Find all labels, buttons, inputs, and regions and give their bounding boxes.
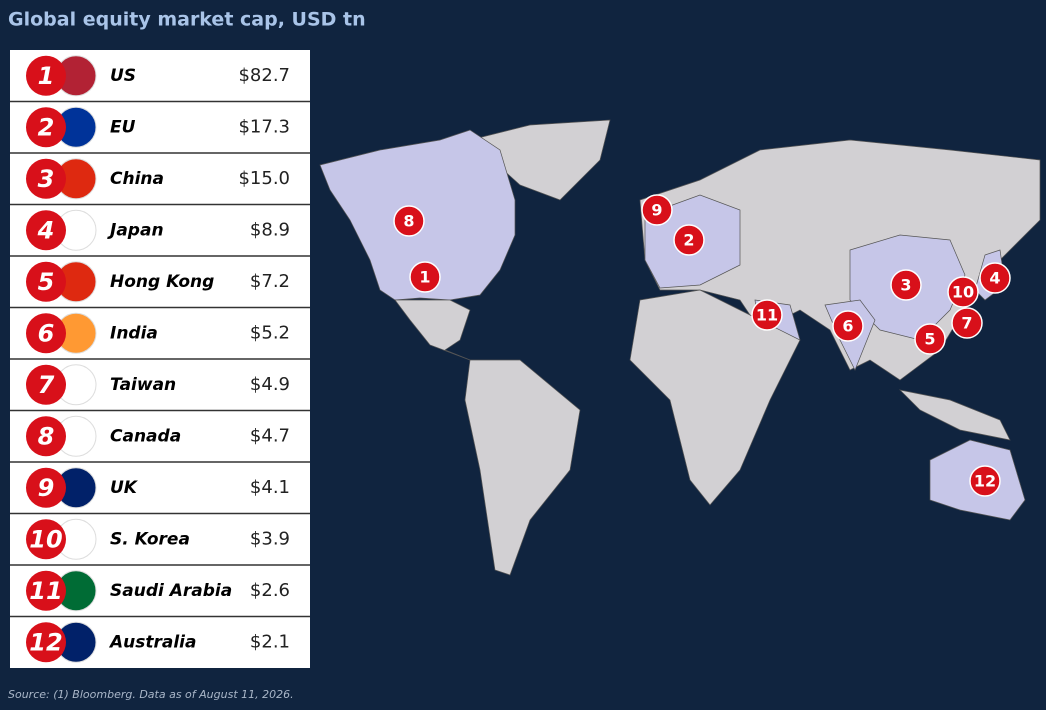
rank-number: 3	[38, 165, 55, 193]
map-marker-label: 2	[683, 231, 694, 250]
map-marker-label: 9	[651, 201, 662, 220]
rank-badge	[26, 467, 66, 508]
market-cap: $2.1	[250, 631, 290, 652]
greenland	[469, 119, 611, 201]
map-marker	[832, 310, 864, 342]
map-marker	[914, 323, 946, 355]
map-marker	[951, 307, 983, 339]
central-america	[394, 299, 471, 361]
country-name: China	[110, 169, 164, 189]
map-marker-label: 10	[952, 283, 974, 302]
market-cap: $8.9	[250, 219, 290, 240]
rank-badge	[26, 519, 66, 560]
market-cap: $2.6	[250, 580, 290, 601]
map-marker-label: 11	[756, 306, 778, 325]
rank-badge	[26, 416, 66, 457]
market-cap: $15.0	[238, 168, 290, 189]
map-marker	[979, 262, 1011, 294]
country-name: Hong Kong	[110, 272, 214, 292]
rank-badge	[26, 622, 66, 663]
country-name: UK	[110, 478, 139, 498]
country-name: US	[110, 66, 136, 86]
market-cap: $4.7	[250, 425, 290, 446]
rank-badge	[26, 55, 66, 96]
map-marker	[393, 205, 425, 237]
title: Global equity market cap, USD tn	[8, 9, 366, 31]
market-cap: $4.9	[250, 374, 290, 395]
southeast-asia	[898, 389, 1011, 441]
map-marker	[890, 269, 922, 301]
map-marker-label: 4	[989, 269, 1000, 288]
rank-number: 6	[38, 319, 55, 347]
rank-badge	[26, 313, 66, 354]
map-marker	[409, 261, 441, 293]
rank-number: 2	[38, 113, 55, 141]
country-name: EU	[110, 117, 136, 137]
market-cap: $3.9	[250, 528, 290, 549]
country-name: India	[110, 323, 158, 343]
market-cap: $17.3	[238, 116, 290, 137]
map-marker	[947, 276, 979, 308]
map-marker-label: 12	[974, 472, 996, 491]
rank-number: 10	[29, 525, 62, 553]
rank-number: 8	[38, 422, 55, 450]
market-cap: $7.2	[250, 271, 290, 292]
rank-badge	[26, 158, 66, 199]
country-name: Australia	[108, 632, 197, 652]
country-name: Taiwan	[110, 375, 176, 395]
map-marker-label: 8	[403, 212, 414, 231]
rank-badge	[26, 570, 66, 611]
rank-number: 4	[37, 216, 55, 244]
market-cap: $4.1	[250, 477, 290, 498]
rank-number: 1	[38, 62, 55, 90]
map-marker-label: 6	[842, 317, 853, 336]
rank-badge	[26, 210, 66, 251]
country-name: Saudi Arabia	[110, 581, 232, 601]
country-name: Japan	[107, 220, 164, 240]
south-america	[464, 359, 581, 576]
map-marker	[751, 299, 783, 331]
rank-badge	[26, 107, 66, 148]
market-cap: $82.7	[238, 65, 290, 86]
rank-number: 5	[38, 268, 55, 296]
map-marker-label: 5	[924, 330, 935, 349]
map-marker	[641, 194, 673, 226]
map-marker	[969, 465, 1001, 497]
map-marker-label: 3	[900, 276, 911, 295]
country-name: Canada	[110, 426, 181, 446]
map-marker	[673, 224, 705, 256]
rank-number: 9	[38, 474, 55, 502]
rank-number: 7	[38, 371, 55, 399]
country-name: S. Korea	[110, 529, 190, 549]
africa	[629, 289, 801, 506]
map-marker-label: 7	[961, 314, 972, 333]
map-marker-label: 1	[419, 268, 430, 287]
rank-badge	[26, 364, 66, 405]
rank-number: 11	[29, 577, 62, 605]
market-cap: $5.2	[250, 322, 290, 343]
rank-number: 12	[29, 628, 62, 656]
source-note: Source: (1) Bloomberg. Data as of August…	[8, 688, 294, 701]
rank-badge	[26, 261, 66, 302]
